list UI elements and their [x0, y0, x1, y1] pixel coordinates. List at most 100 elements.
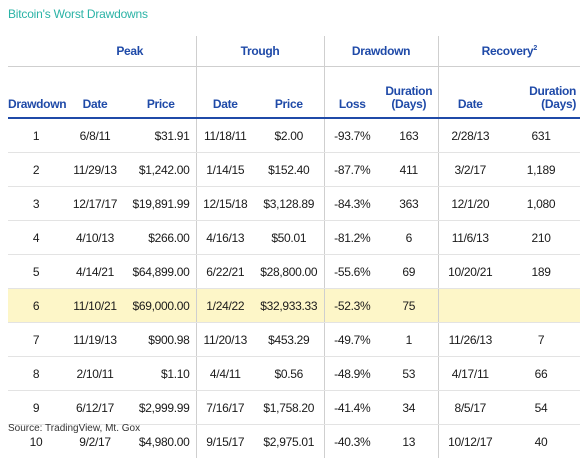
cell-recovery-days: 1,080 [502, 187, 580, 221]
cell-duration: 13 [380, 425, 438, 458]
cell-recovery-date: 12/1/20 [438, 187, 502, 221]
cell-rank: 4 [8, 221, 64, 255]
cell-recovery-date: 10/12/17 [438, 425, 502, 458]
cell-recovery-date: 8/5/17 [438, 391, 502, 425]
cell-peak-date: 6/8/11 [64, 118, 126, 153]
cell-trough-price: $32,933.33 [254, 289, 324, 323]
cell-peak-date: 2/10/11 [64, 357, 126, 391]
cell-recovery-date: 3/2/17 [438, 153, 502, 187]
group-header-drawdown: Drawdown [324, 36, 438, 67]
cell-peak-price: $1,242.00 [126, 153, 196, 187]
cell-recovery-days [502, 289, 580, 323]
cell-rank: 9 [8, 391, 64, 425]
group-header-trough: Trough [196, 36, 324, 67]
group-header-peak: Peak [64, 36, 196, 67]
column-header-duration: Duration(Days) [380, 67, 438, 119]
cell-trough-price: $50.01 [254, 221, 324, 255]
cell-trough-date: 11/20/13 [196, 323, 254, 357]
cell-peak-date: 11/19/13 [64, 323, 126, 357]
cell-trough-price: $152.40 [254, 153, 324, 187]
cell-peak-price: $266.00 [126, 221, 196, 255]
cell-rank: 5 [8, 255, 64, 289]
cell-loss: -93.7% [324, 118, 380, 153]
cell-peak-price: $2,999.99 [126, 391, 196, 425]
cell-peak-price: $64,899.00 [126, 255, 196, 289]
cell-peak-price: $31.91 [126, 118, 196, 153]
cell-peak-date: 12/17/17 [64, 187, 126, 221]
cell-loss: -84.3% [324, 187, 380, 221]
cell-recovery-days: 66 [502, 357, 580, 391]
footnote-marker: 2 [533, 45, 537, 52]
cell-trough-price: $453.29 [254, 323, 324, 357]
cell-trough-date: 4/4/11 [196, 357, 254, 391]
cell-recovery-date: 10/20/21 [438, 255, 502, 289]
cell-trough-date: 12/15/18 [196, 187, 254, 221]
column-header-duration-line2: (Days) [391, 97, 426, 111]
cell-trough-price: $0.56 [254, 357, 324, 391]
cell-recovery-days: 54 [502, 391, 580, 425]
cell-peak-price: $900.98 [126, 323, 196, 357]
cell-duration: 411 [380, 153, 438, 187]
column-header-duration-line1: Duration [385, 84, 432, 98]
column-header-row: Drawdown Date Price Date Price Loss Dura… [8, 67, 580, 119]
cell-duration: 75 [380, 289, 438, 323]
column-header-trough-price: Price [254, 67, 324, 119]
column-header-loss: Loss [324, 67, 380, 119]
source-note: Source: TradingView, Mt. Gox [8, 423, 140, 434]
cell-peak-price: $69,000.00 [126, 289, 196, 323]
cell-recovery-days: 7 [502, 323, 580, 357]
cell-rank: 8 [8, 357, 64, 391]
cell-recovery-date [438, 289, 502, 323]
cell-recovery-days: 631 [502, 118, 580, 153]
column-header-recovery-duration: Duration(Days) [502, 67, 580, 119]
drawdowns-table: Peak Trough Drawdown Recovery2 Drawdown … [8, 36, 580, 458]
cell-peak-date: 11/29/13 [64, 153, 126, 187]
group-header-recovery: Recovery2 [438, 36, 580, 67]
cell-peak-price: $19,891.99 [126, 187, 196, 221]
cell-loss: -49.7% [324, 323, 380, 357]
cell-recovery-date: 4/17/11 [438, 357, 502, 391]
cell-duration: 1 [380, 323, 438, 357]
cell-loss: -81.2% [324, 221, 380, 255]
column-header-recovery-date: Date [438, 67, 502, 119]
cell-trough-price: $28,800.00 [254, 255, 324, 289]
column-header-peak-price: Price [126, 67, 196, 119]
cell-recovery-date: 2/28/13 [438, 118, 502, 153]
column-header-recovery-duration-line2: (Days) [541, 97, 576, 111]
cell-trough-price: $1,758.20 [254, 391, 324, 425]
column-header-trough-date: Date [196, 67, 254, 119]
column-header-recovery-duration-line1: Duration [529, 84, 576, 98]
cell-duration: 53 [380, 357, 438, 391]
cell-trough-date: 7/16/17 [196, 391, 254, 425]
cell-duration: 6 [380, 221, 438, 255]
cell-recovery-days: 1,189 [502, 153, 580, 187]
group-header-recovery-label: Recovery [482, 44, 534, 58]
cell-peak-date: 6/12/17 [64, 391, 126, 425]
cell-trough-date: 11/18/11 [196, 118, 254, 153]
cell-recovery-date: 11/26/13 [438, 323, 502, 357]
cell-loss: -41.4% [324, 391, 380, 425]
cell-duration: 163 [380, 118, 438, 153]
cell-duration: 363 [380, 187, 438, 221]
cell-recovery-days: 189 [502, 255, 580, 289]
cell-recovery-days: 210 [502, 221, 580, 255]
cell-loss: -48.9% [324, 357, 380, 391]
cell-trough-date: 4/16/13 [196, 221, 254, 255]
cell-loss: -87.7% [324, 153, 380, 187]
cell-rank: 6 [8, 289, 64, 323]
cell-rank: 1 [8, 118, 64, 153]
page-title: Bitcoin's Worst Drawdowns [8, 7, 148, 21]
cell-recovery-days: 40 [502, 425, 580, 458]
cell-loss: -40.3% [324, 425, 380, 458]
group-header-empty [8, 36, 64, 67]
cell-peak-date: 4/10/13 [64, 221, 126, 255]
cell-trough-date: 1/14/15 [196, 153, 254, 187]
cell-peak-date: 11/10/21 [64, 289, 126, 323]
